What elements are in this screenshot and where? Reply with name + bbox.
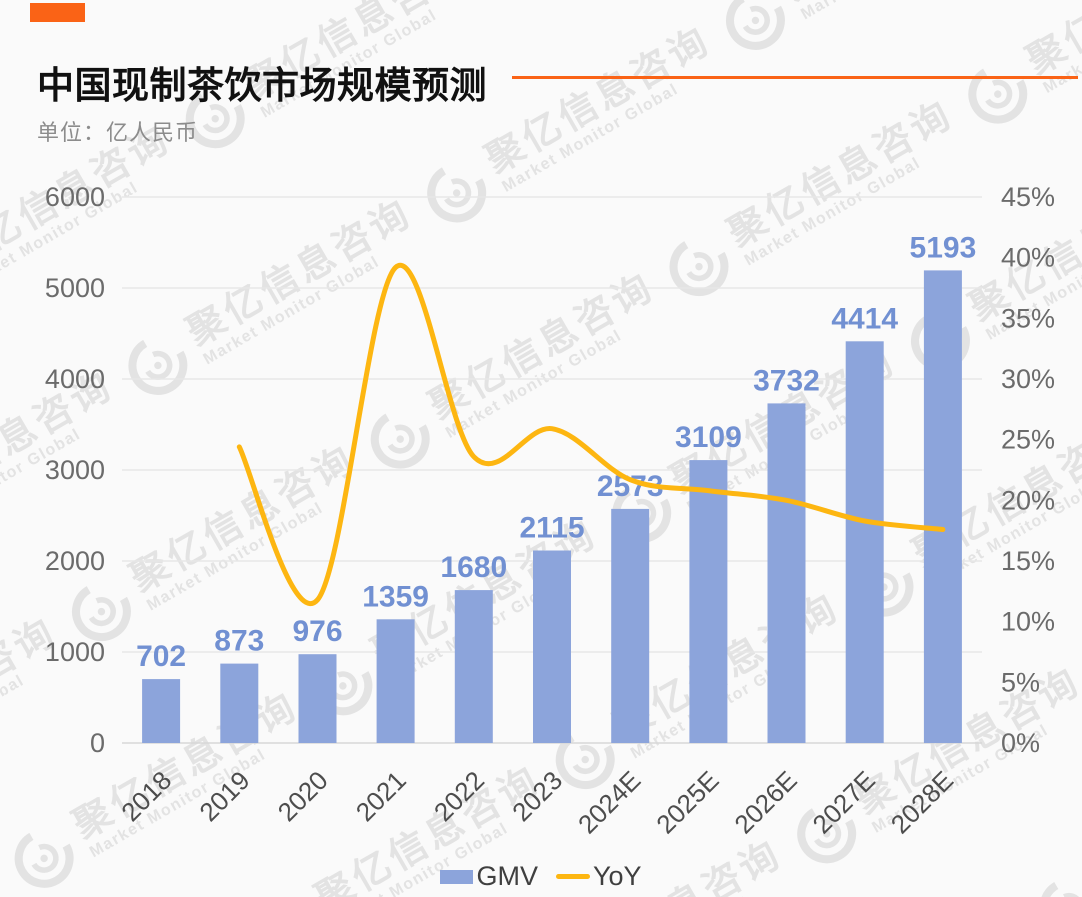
unit-label: 单位：亿人民币 <box>37 120 199 145</box>
y-axis-right-label: 20% <box>1001 485 1055 515</box>
gmv-bar-2023 <box>533 550 571 743</box>
bar-value-label: 1680 <box>440 551 507 584</box>
x-axis-label-2021: 2021 <box>350 765 412 827</box>
y-axis-left-label: 1000 <box>45 637 105 667</box>
yoy-line <box>236 262 946 606</box>
y-axis-right-label: 45% <box>1001 182 1055 212</box>
y-axis-left-label: 3000 <box>45 455 105 485</box>
y-axis-left-label: 5000 <box>45 273 105 303</box>
x-axis-label-2020: 2020 <box>272 765 334 827</box>
gmv-bar-2020 <box>298 654 337 743</box>
gmv-bar-swatch-icon <box>440 869 474 884</box>
bar-value-label: 3109 <box>675 421 742 454</box>
bar-value-label: 3732 <box>753 364 820 397</box>
y-axis-right-label: 0% <box>1001 728 1040 758</box>
y-axis-right-label: 40% <box>1001 243 1055 273</box>
y-axis-left-label: 6000 <box>45 182 105 212</box>
x-axis-label-2026E: 2026E <box>728 765 802 839</box>
x-axis-label-2027E: 2027E <box>807 765 881 839</box>
legend-label-yoy: YoY <box>592 861 642 891</box>
x-axis-label-2028E: 2028E <box>885 765 959 839</box>
gmv-bar-2021 <box>376 619 415 743</box>
legend-item-gmv[interactable]: GMV <box>440 861 538 892</box>
yoy-line-swatch-icon <box>555 874 590 879</box>
gmv-bar-2018 <box>142 679 181 743</box>
title-divider <box>512 76 1078 79</box>
x-axis-label-2025E: 2025E <box>650 765 724 839</box>
bar-value-label: 702 <box>136 640 186 673</box>
gmv-bar-2026E <box>767 403 806 743</box>
y-axis-right-label: 10% <box>1001 607 1055 637</box>
y-axis-right-label: 25% <box>1001 425 1055 455</box>
legend-label-gmv: GMV <box>476 861 538 891</box>
legend: GMV YoY <box>0 861 1082 892</box>
bar-value-label: 2115 <box>519 512 584 545</box>
y-axis-left-label: 0 <box>90 728 105 758</box>
bar-value-label: 1359 <box>362 580 429 613</box>
y-axis-right-label: 30% <box>1001 364 1055 394</box>
y-axis-left-label: 2000 <box>45 546 105 576</box>
page-title: 中国现制茶饮市场规模预测 <box>37 65 487 106</box>
bar-value-label: 5193 <box>910 231 977 264</box>
y-axis-left-label: 4000 <box>45 364 105 394</box>
legend-item-yoy[interactable]: YoY <box>555 861 642 892</box>
bar-value-label: 4414 <box>831 302 898 335</box>
y-axis-right-label: 5% <box>1001 667 1040 697</box>
bar-value-label: 873 <box>214 625 264 658</box>
gmv-bar-2024E <box>611 508 650 743</box>
gmv-bar-2022 <box>454 590 493 743</box>
x-axis-label-2019: 2019 <box>193 765 255 827</box>
x-axis-label-2018: 2018 <box>115 765 177 827</box>
x-axis-label-2024E: 2024E <box>572 765 646 839</box>
y-axis-right-label: 15% <box>1001 546 1055 576</box>
gmv-bar-2019 <box>220 663 259 743</box>
gmv-bar-2025E <box>689 460 728 743</box>
accent-block <box>30 3 85 22</box>
x-axis-label-2023: 2023 <box>506 765 568 827</box>
x-axis-label-2022: 2022 <box>428 765 490 827</box>
gmv-bar-2027E <box>845 341 884 743</box>
y-axis-right-label: 35% <box>1001 303 1055 333</box>
bar-value-label: 976 <box>292 615 342 648</box>
gmv-bar-2028E <box>923 270 962 743</box>
